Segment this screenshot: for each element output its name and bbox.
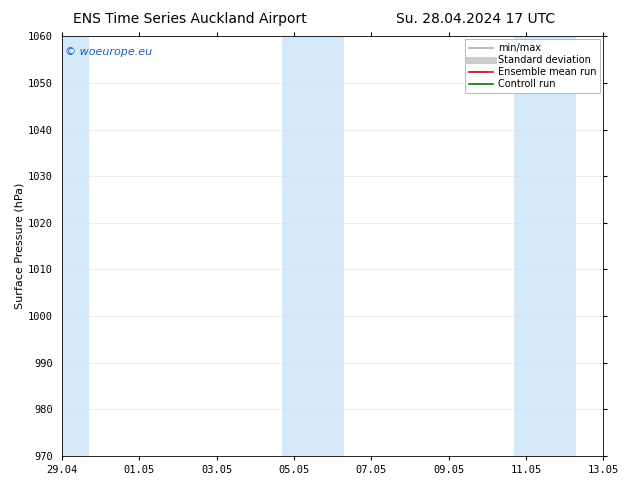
Text: ENS Time Series Auckland Airport: ENS Time Series Auckland Airport [74,12,307,26]
Bar [50,36,89,456]
Legend: min/max, Standard deviation, Ensemble mean run, Controll run: min/max, Standard deviation, Ensemble me… [465,39,600,93]
Y-axis label: Surface Pressure (hPa): Surface Pressure (hPa) [15,183,25,309]
Text: Su. 28.04.2024 17 UTC: Su. 28.04.2024 17 UTC [396,12,555,26]
Bar [282,36,344,456]
Text: © woeurope.eu: © woeurope.eu [65,47,152,57]
Bar [514,36,576,456]
